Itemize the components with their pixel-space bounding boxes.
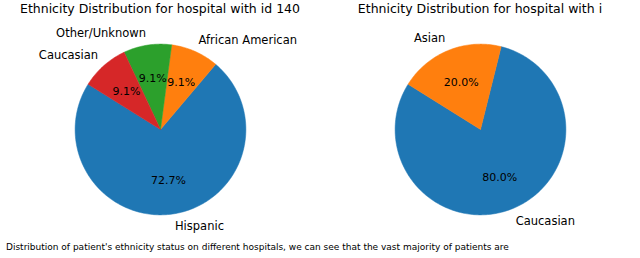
svg-text:72.7%: 72.7% <box>151 174 186 187</box>
html-text:Ethnicity Distribution for hos: Ethnicity Distribution for hospital with… <box>357 1 603 16</box>
svg-text:Caucasian: Caucasian <box>39 48 98 62</box>
svg-text:20.0%: 20.0% <box>444 76 479 89</box>
svg-text:Hispanic: Hispanic <box>175 219 224 233</box>
html-text:Distribution of patient's ethn: Distribution of patient's ethnicity stat… <box>6 242 509 252</box>
svg-text:Other/Unknown: Other/Unknown <box>56 26 146 40</box>
svg-text:9.1%: 9.1% <box>139 72 167 85</box>
svg-text:9.1%: 9.1% <box>167 76 195 89</box>
svg-text:African American: African American <box>199 33 297 47</box>
html-text:Ethnicity Distribution for hos: Ethnicity Distribution for hospital with… <box>20 1 300 16</box>
svg-text:Caucasian: Caucasian <box>516 214 575 228</box>
svg-text:80.0%: 80.0% <box>482 171 517 184</box>
svg-text:9.1%: 9.1% <box>112 85 140 98</box>
svg-text:Asian: Asian <box>414 31 445 45</box>
